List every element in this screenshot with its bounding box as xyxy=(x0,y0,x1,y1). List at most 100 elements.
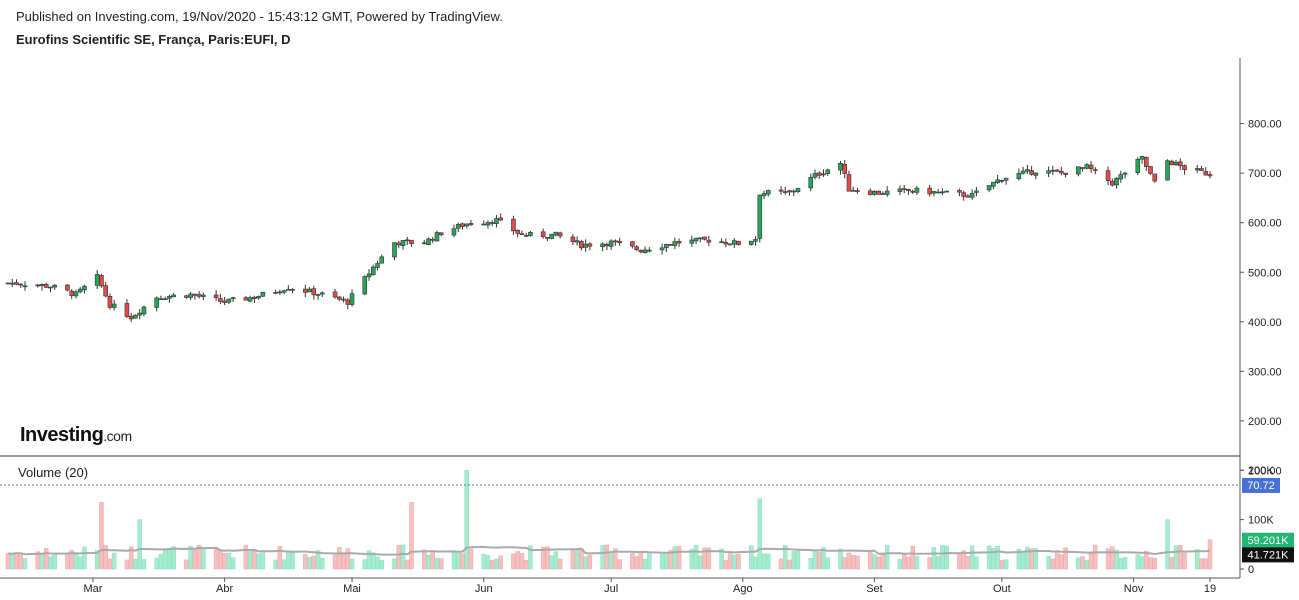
candle-body xyxy=(957,190,962,193)
volume-bar xyxy=(1080,556,1085,570)
time-tick-label: Abr xyxy=(216,583,233,595)
candle-body xyxy=(434,232,440,242)
volume-bar xyxy=(337,547,342,570)
volume-bar xyxy=(171,546,176,570)
volume-bar xyxy=(481,553,486,570)
candle-body xyxy=(732,240,737,245)
volume-bar xyxy=(1033,548,1039,570)
time-tick-label: Nov xyxy=(1124,583,1144,595)
volume-bar xyxy=(1195,549,1200,570)
candle-body xyxy=(73,291,79,297)
volume-bar xyxy=(991,548,996,570)
candle-body xyxy=(124,303,130,317)
candle-body xyxy=(213,294,219,298)
candle-body xyxy=(451,228,457,236)
volume-bar xyxy=(630,553,635,570)
candle-body xyxy=(850,190,856,192)
volume-bar xyxy=(557,558,563,570)
candle-body xyxy=(277,291,283,294)
candle-body xyxy=(664,244,669,248)
volume-bar xyxy=(1054,551,1060,570)
volume-bar xyxy=(812,551,818,570)
volume-bar xyxy=(422,549,427,570)
volume-bar xyxy=(1144,550,1149,570)
candle-body xyxy=(184,295,189,298)
volume-bar xyxy=(137,519,142,570)
price-tick-label: 100.00 xyxy=(1248,465,1282,477)
candle-body xyxy=(519,233,525,235)
volume-bar xyxy=(167,548,172,570)
candle-body xyxy=(583,243,588,248)
volume-bar xyxy=(719,548,724,570)
candle-body xyxy=(1093,169,1098,171)
candle-body xyxy=(974,190,979,193)
volume-bar xyxy=(761,553,767,570)
candle-body xyxy=(1046,170,1051,174)
candle-body xyxy=(69,290,74,296)
candle-body xyxy=(880,193,886,195)
candle-body xyxy=(961,192,966,197)
volume-bar xyxy=(872,554,877,570)
volume-bar xyxy=(18,552,23,570)
candle-body xyxy=(782,191,788,193)
candle-body xyxy=(460,223,465,227)
volume-bar xyxy=(460,553,465,570)
volume-ma-label: 41.721K xyxy=(1248,549,1290,561)
volume-bar xyxy=(778,558,784,570)
candle-body xyxy=(349,293,355,305)
candle-body xyxy=(103,285,108,297)
candle-body xyxy=(876,190,881,195)
candle-body xyxy=(1182,165,1187,170)
candle-body xyxy=(366,273,372,278)
candle-body xyxy=(672,241,678,246)
candle-body xyxy=(201,294,206,297)
candle-body xyxy=(642,249,648,254)
candle-body xyxy=(600,243,605,248)
volume-bar xyxy=(107,558,113,570)
volume-bar xyxy=(1165,519,1170,570)
candle-body xyxy=(719,241,724,243)
volume-bar xyxy=(995,545,1000,570)
candle-body xyxy=(753,239,758,242)
volume-bar xyxy=(362,559,368,570)
volume-bar xyxy=(880,552,886,570)
candle-body xyxy=(787,190,792,193)
volume-bar xyxy=(494,558,499,570)
volume-bar xyxy=(702,547,707,570)
time-axis-ticks: Mar Abr Mai Jun Jul Ago Set Out Nov 19 xyxy=(83,578,1216,595)
candle-body xyxy=(821,173,826,176)
volume-bar xyxy=(867,551,873,570)
candle-body xyxy=(511,218,516,232)
volume-bar xyxy=(659,553,665,570)
candlesticks xyxy=(5,155,1213,323)
volume-bar xyxy=(553,551,559,570)
volume-bar xyxy=(1093,544,1098,570)
volume-bar xyxy=(668,550,673,570)
volume-bar xyxy=(519,553,525,570)
candle-body xyxy=(1177,161,1183,167)
volume-bar xyxy=(515,551,520,570)
volume-bar xyxy=(914,556,920,570)
volume-bar xyxy=(523,560,529,570)
volume-bar xyxy=(196,545,202,570)
candle-body xyxy=(570,236,576,243)
volume-bar xyxy=(838,548,843,570)
volume-bar xyxy=(549,555,554,570)
time-tick-label: 19 xyxy=(1204,583,1216,595)
time-tick-label: Jul xyxy=(604,583,618,595)
volume-bar xyxy=(999,559,1005,570)
volume-bar xyxy=(706,547,712,570)
volume-bar xyxy=(103,545,108,570)
candle-body xyxy=(825,169,831,174)
last-price-label: 70.72 xyxy=(1247,480,1275,492)
volume-bar xyxy=(787,559,792,570)
candle-body xyxy=(689,239,695,244)
candle-body xyxy=(1165,160,1170,181)
candle-body xyxy=(1122,172,1128,175)
volume-bar xyxy=(332,554,338,570)
candle-body xyxy=(723,242,729,245)
volume-bar xyxy=(1207,539,1213,570)
volume-bar xyxy=(1063,547,1068,570)
candle-body xyxy=(872,191,877,195)
volume-bar xyxy=(1016,548,1022,570)
